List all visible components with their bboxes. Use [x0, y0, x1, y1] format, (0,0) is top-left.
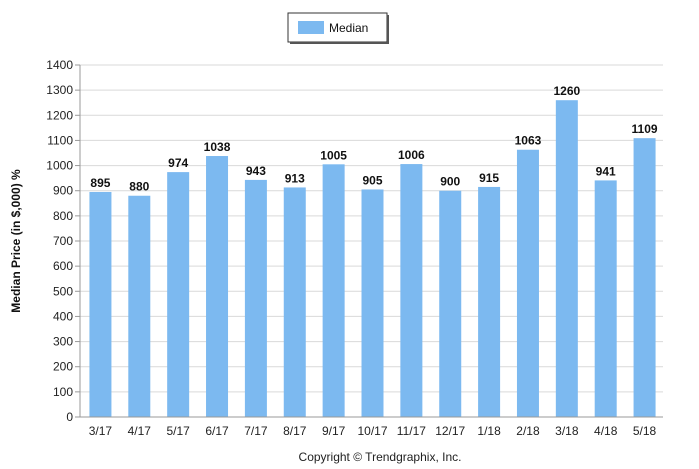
y-tick-label: 100: [53, 385, 73, 399]
bar-12-17: [439, 190, 462, 417]
x-tick-label: 6/17: [205, 424, 229, 438]
data-label: 941: [596, 164, 616, 178]
data-label: 905: [362, 173, 382, 187]
data-label: 1260: [553, 84, 580, 98]
x-tick-label: 11/17: [397, 424, 426, 438]
y-tick-label: 1400: [46, 58, 73, 72]
bars: [89, 100, 656, 417]
data-label: 913: [285, 171, 305, 185]
data-labels: 895 880 974 1038 943 913 1005 905 1006 900 915 1063…: [90, 84, 657, 194]
data-label: 895: [90, 176, 110, 190]
x-tick-label: 5/17: [166, 424, 190, 438]
bar-5-18: [633, 138, 656, 417]
x-tick-label: 3/18: [555, 424, 579, 438]
y-tick-label: 1200: [46, 108, 73, 122]
data-label: 1005: [320, 148, 347, 162]
x-tick-label: 9/17: [322, 424, 346, 438]
copyright-footer: Copyright © Trendgraphix, Inc.: [299, 450, 462, 464]
legend-shadow-bottom: [290, 42, 389, 44]
bar-6-17: [206, 156, 229, 417]
y-tick-label: 800: [53, 209, 73, 223]
y-tick-label: 600: [53, 259, 73, 273]
legend-shadow: [387, 15, 389, 44]
data-label: 1038: [204, 140, 231, 154]
y-tick-label: 700: [53, 234, 73, 248]
data-label: 1109: [632, 122, 658, 136]
x-tick-label: 8/17: [283, 424, 307, 438]
bar-2-18: [516, 149, 539, 417]
data-label: 974: [168, 156, 188, 170]
legend: Median: [287, 12, 389, 44]
y-axis-ticks: 0 100 200 300 400 500 600 700 800 900 1000 1100 1200…: [46, 58, 80, 424]
y-tick-label: 400: [53, 309, 73, 323]
x-tick-label: 7/17: [244, 424, 268, 438]
y-tick-label: 300: [53, 335, 73, 349]
data-label: 915: [479, 171, 499, 185]
bar-3-17: [89, 191, 112, 417]
bar-7-17: [244, 179, 267, 417]
x-tick-label: 2/18: [516, 424, 540, 438]
bar-9-17: [322, 164, 345, 417]
y-tick-label: 500: [53, 284, 73, 298]
y-tick-label: 200: [53, 360, 73, 374]
bar-4-17: [128, 195, 151, 417]
data-label: 943: [246, 164, 266, 178]
data-label: 1006: [398, 148, 425, 162]
bar-10-17: [361, 189, 384, 417]
bar-11-17: [400, 164, 423, 417]
bar-4-18: [594, 180, 617, 417]
y-tick-label: 1100: [47, 133, 73, 147]
y-tick-label: 0: [66, 410, 73, 424]
y-axis-title: Median Price (in $,000) %: [9, 169, 23, 313]
data-label: 880: [129, 180, 149, 194]
x-axis-ticks: 3/17 4/17 5/17 6/17 7/17 8/17 9/17 10/17 11/17 12…: [89, 424, 657, 438]
x-tick-label: 4/17: [128, 424, 152, 438]
bar-3-18: [555, 100, 578, 417]
y-tick-label: 1300: [46, 83, 73, 97]
legend-label: Median: [329, 21, 368, 35]
x-tick-label: 1/18: [477, 424, 501, 438]
y-tick-label: 1000: [46, 159, 73, 173]
bar-8-17: [283, 187, 306, 417]
data-label: 900: [440, 175, 460, 189]
bar-1-18: [478, 186, 501, 417]
x-tick-label: 3/17: [89, 424, 113, 438]
x-tick-label: 10/17: [357, 424, 387, 438]
data-label: 1063: [515, 134, 542, 148]
x-tick-label: 12/17: [435, 424, 465, 438]
x-tick-label: 5/18: [633, 424, 657, 438]
x-tick-label: 4/18: [594, 424, 618, 438]
legend-swatch: [298, 21, 324, 34]
bar-5-17: [167, 172, 190, 417]
y-tick-label: 900: [53, 184, 73, 198]
